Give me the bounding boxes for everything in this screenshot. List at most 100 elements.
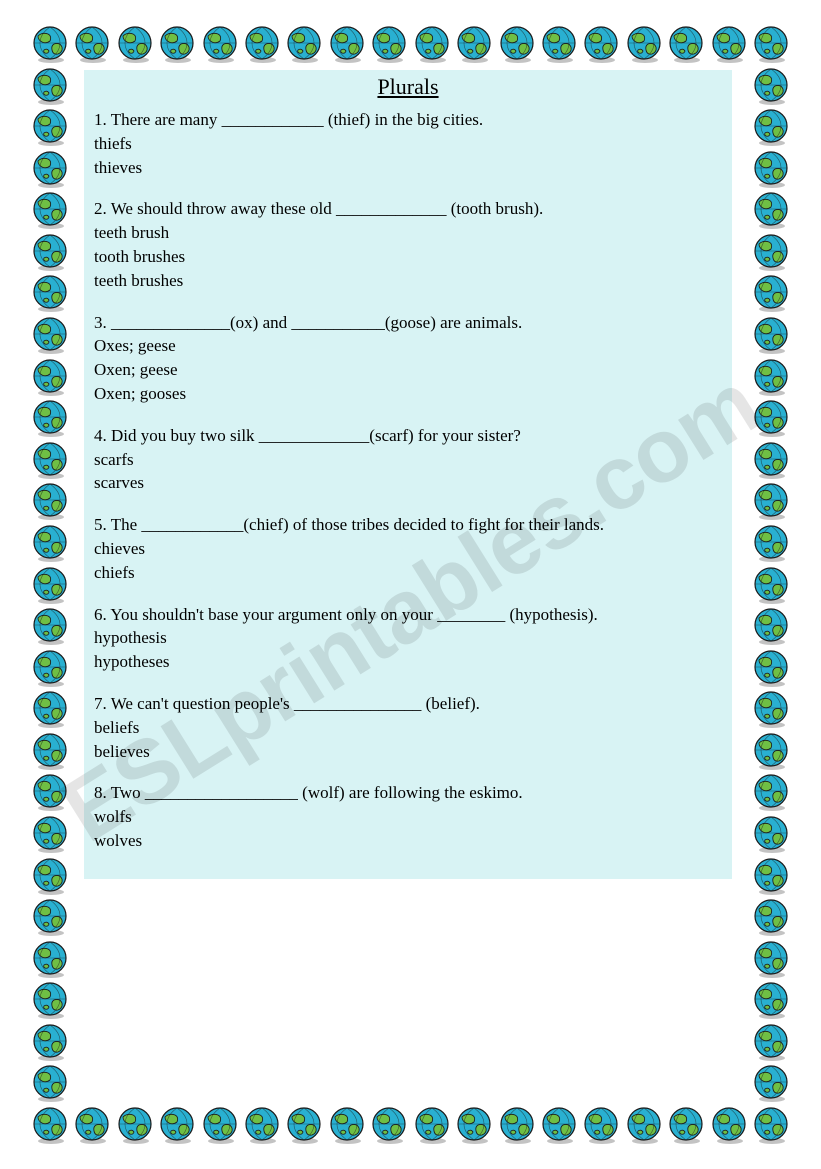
question-block: 2. We should throw away these old ______… [94,197,722,292]
globe-icon [369,1105,409,1145]
globe-icon [30,772,70,812]
answer-option: wolfs [94,805,722,829]
question-prompt: 2. We should throw away these old ______… [94,197,722,221]
globe-icon [666,1105,706,1145]
globe-icon [30,648,70,688]
globe-icon [284,1105,324,1145]
globe-icon [327,24,367,64]
globe-icon [751,357,791,397]
answer-option: chiefs [94,561,722,585]
question-block: 1. There are many ____________ (thief) i… [94,108,722,179]
question-prompt: 8. Two __________________ (wolf) are fol… [94,781,722,805]
answer-option: thieves [94,156,722,180]
globe-icon [30,897,70,937]
globe-icon [751,980,791,1020]
globe-icon [751,648,791,688]
globe-icon [30,523,70,563]
answer-option: wolves [94,829,722,853]
question-prompt: 4. Did you buy two silk _____________(sc… [94,424,722,448]
answer-option: beliefs [94,716,722,740]
answer-option: tooth brushes [94,245,722,269]
globe-icon [454,24,494,64]
globe-icon [30,24,70,64]
globe-icon [157,24,197,64]
globe-icon [200,24,240,64]
globe-icon [30,606,70,646]
question-prompt: 5. The ____________(chief) of those trib… [94,513,722,537]
globe-icon [242,1105,282,1145]
question-block: 4. Did you buy two silk _____________(sc… [94,424,722,495]
globe-icon [30,856,70,896]
globe-icon [72,24,112,64]
globe-icon [30,1063,70,1103]
globe-icon [30,107,70,147]
globe-icon [72,1105,112,1145]
globe-icon [30,481,70,521]
globe-icon [751,897,791,937]
globe-icon [539,1105,579,1145]
globe-icon [751,149,791,189]
question-block: 6. You shouldn't base your argument only… [94,603,722,674]
globe-icon [30,357,70,397]
worksheet-page: Plurals 1. There are many ____________ (… [0,0,821,1169]
globe-icon [497,24,537,64]
answer-option: Oxen; gooses [94,382,722,406]
globe-icon [30,273,70,313]
globe-icon [30,1105,70,1145]
worksheet-title: Plurals [94,74,722,100]
answer-option: hypotheses [94,650,722,674]
globe-icon [709,24,749,64]
answer-option: scarves [94,471,722,495]
globe-icon [624,1105,664,1145]
globe-icon [624,24,664,64]
globe-icon [412,24,452,64]
globe-icon [539,24,579,64]
answer-option: thiefs [94,132,722,156]
globe-icon [751,814,791,854]
globe-icon [751,939,791,979]
question-block: 8. Two __________________ (wolf) are fol… [94,781,722,852]
answer-option: teeth brush [94,221,722,245]
answer-option: Oxes; geese [94,334,722,358]
globe-icon [751,606,791,646]
globe-icon [30,689,70,729]
globe-icon [30,814,70,854]
content-panel: Plurals 1. There are many ____________ (… [84,70,732,879]
answer-option: hypothesis [94,626,722,650]
globe-icon [30,66,70,106]
question-block: 3. ______________(ox) and ___________(go… [94,311,722,406]
globe-icon [369,24,409,64]
globe-icon [751,731,791,771]
globe-icon [157,1105,197,1145]
globe-icon [30,440,70,480]
question-block: 7. We can't question people's __________… [94,692,722,763]
globe-icon [30,398,70,438]
answer-option: chieves [94,537,722,561]
globe-icon [751,523,791,563]
question-prompt: 6. You shouldn't base your argument only… [94,603,722,627]
answer-option: teeth brushes [94,269,722,293]
globe-icon [751,1022,791,1062]
answer-option: scarfs [94,448,722,472]
globe-icon [751,315,791,355]
globe-icon [751,481,791,521]
globe-icon [751,66,791,106]
question-prompt: 7. We can't question people's __________… [94,692,722,716]
globe-icon [751,273,791,313]
question-block: 5. The ____________(chief) of those trib… [94,513,722,584]
globe-icon [30,1022,70,1062]
globe-icon [115,24,155,64]
globe-icon [751,24,791,64]
globe-icon [751,772,791,812]
globe-icon [30,731,70,771]
globe-icon [200,1105,240,1145]
globe-icon [412,1105,452,1145]
globe-icon [30,565,70,605]
globe-icon [751,1063,791,1103]
globe-icon [751,232,791,272]
globe-icon [30,232,70,272]
globe-icon [284,24,324,64]
globe-icon [115,1105,155,1145]
globe-icon [30,980,70,1020]
question-prompt: 1. There are many ____________ (thief) i… [94,108,722,132]
